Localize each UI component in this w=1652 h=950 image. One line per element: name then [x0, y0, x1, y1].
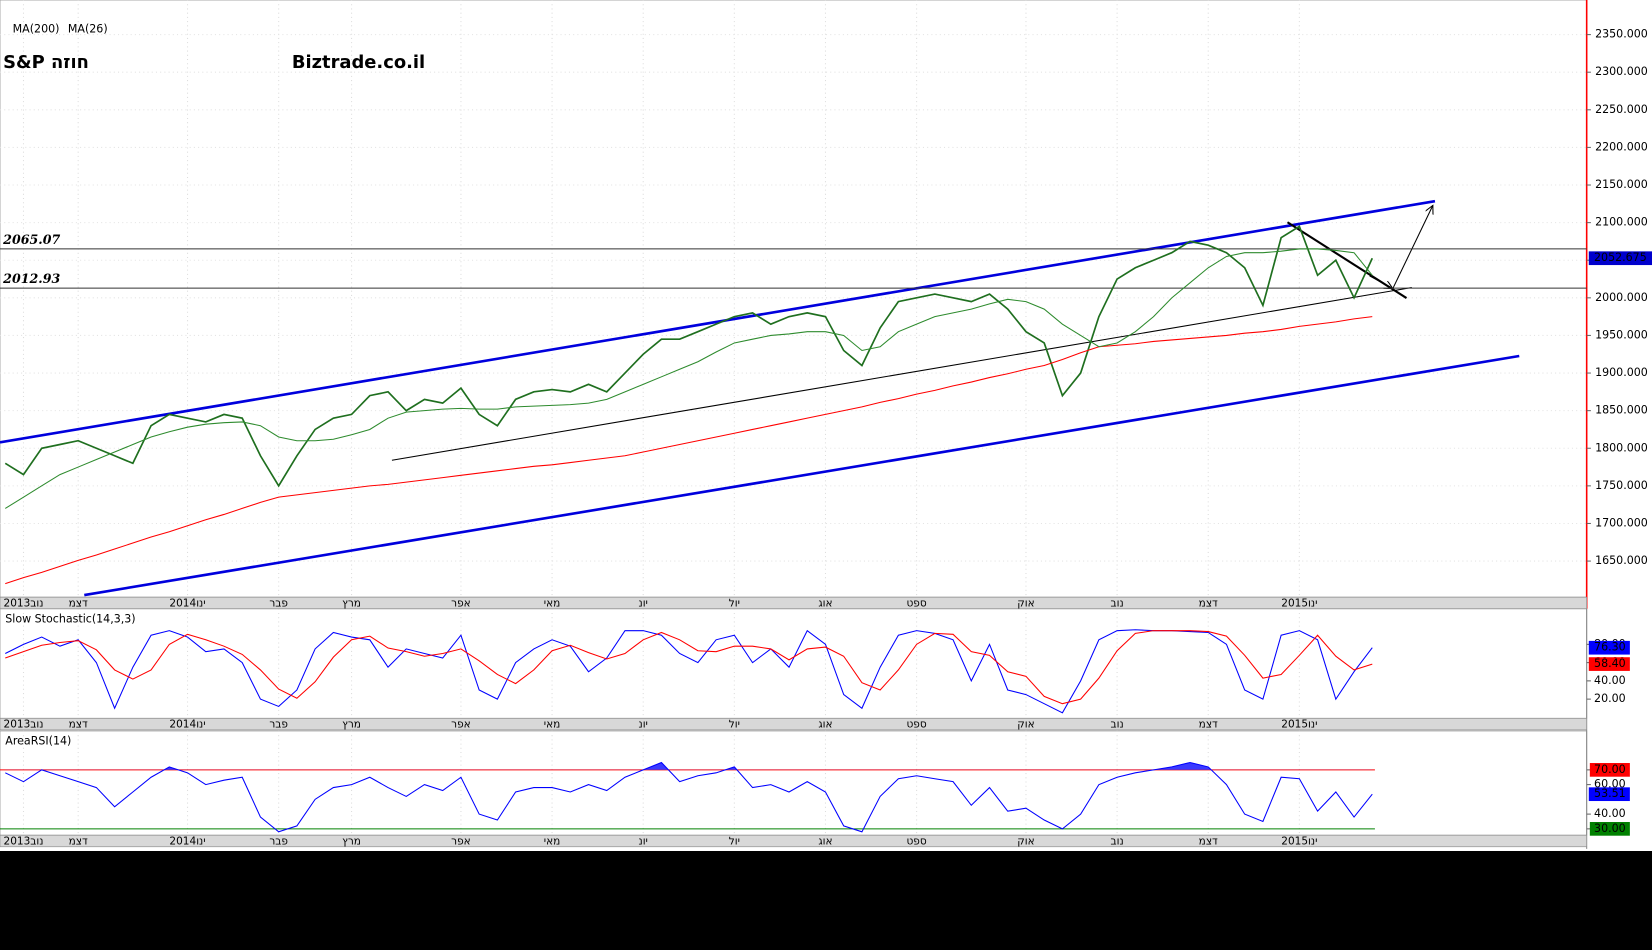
last-value-box [1588, 640, 1630, 655]
y-tick-label: 1750.000 [1595, 479, 1648, 492]
x-tick-label: אפר [451, 836, 471, 848]
series-line [5, 629, 1373, 714]
x-tick-label: פבר [269, 597, 288, 609]
x-tick-label: אפר [451, 719, 471, 731]
x-tick-label: אפר [451, 597, 471, 609]
date-strip [0, 596, 1587, 610]
y-tick-label: 2000.000 [1595, 291, 1648, 304]
x-tick-label: 2013נוב [4, 719, 44, 731]
x-tick-label: אוג [818, 836, 832, 848]
y-tick-label: 70.00 [1594, 763, 1626, 776]
x-tick-label: מרץ [342, 719, 361, 731]
trend-annotations [0, 199, 1520, 597]
y-tick-label: 1700.000 [1595, 516, 1648, 529]
x-tick-label: דצמ [1199, 836, 1218, 848]
y-tick-label: 20.00 [1594, 692, 1626, 705]
x-tick-label: 2013נוב [4, 597, 44, 609]
series-line [4, 225, 1374, 488]
last-value-label: 58.40 [1594, 657, 1626, 670]
last-value-label: 53.51 [1594, 787, 1626, 800]
x-tick-label: נוב [1111, 597, 1124, 609]
x-tick-label: 2015ינו [1281, 836, 1317, 848]
y-tick-label: 1800.000 [1595, 441, 1648, 454]
x-tick-label: 2014ינו [169, 597, 205, 609]
y-tick-label: 1900.000 [1595, 366, 1648, 379]
x-tick-label: נוב [1111, 719, 1124, 731]
x-tick-label: דצמ [69, 719, 88, 731]
watermark: Biztrade.co.il [292, 52, 425, 73]
arrow-down [1369, 275, 1393, 289]
x-tick-label: 2014ינו [169, 836, 205, 848]
x-tick-label: מאי [544, 719, 561, 731]
x-tick-label: דצמ [69, 597, 88, 609]
x-tick-label: 2015ינו [1281, 719, 1317, 731]
x-tick-label: ספט [906, 597, 926, 609]
y-tick-label: 2150.000 [1595, 178, 1648, 191]
y-tick-label: 2200.000 [1595, 140, 1648, 153]
y-tick-label: 40.00 [1594, 674, 1626, 687]
x-tick-label: ספט [906, 719, 926, 731]
level-label: 2065.07 [2, 232, 60, 247]
x-tick-label: אוק [1017, 719, 1034, 731]
x-tick-label: מאי [544, 836, 561, 848]
y-tick-label: 2350.000 [1595, 28, 1648, 41]
y-tick-label: 1650.000 [1595, 554, 1648, 567]
support-line [391, 287, 1412, 461]
x-tick-label: נוב [1111, 836, 1124, 848]
series-line [4, 248, 1373, 509]
series-line [5, 761, 1373, 833]
x-tick-label: ספט [906, 836, 926, 848]
level-label: 2012.93 [2, 271, 60, 286]
last-value-box [1588, 657, 1630, 671]
x-tick-label: יול [729, 836, 740, 848]
last-value-box [1588, 787, 1630, 802]
channel-lower [84, 354, 1520, 597]
x-tick-label: מרץ [342, 597, 361, 609]
x-tick-label: יול [729, 719, 740, 731]
chart-title: S&P חוזה [3, 52, 89, 73]
y-tick-label: 40.00 [1594, 807, 1626, 820]
tick-box [1589, 822, 1630, 836]
date-strip [0, 717, 1587, 731]
tick-box [1589, 763, 1630, 777]
arrow-up [1392, 205, 1433, 289]
x-tick-label: 2015ינו [1281, 597, 1317, 609]
x-tick-label: 2014ינו [169, 719, 205, 731]
x-tick-label: פבר [269, 836, 288, 848]
x-tick-label: פבר [269, 719, 288, 731]
x-tick-label: מרץ [342, 836, 361, 848]
y-tick-label: 2100.000 [1595, 216, 1648, 229]
x-tick-label: אוק [1017, 836, 1034, 848]
y-tick-label: 2300.000 [1595, 65, 1648, 78]
y-tick-label: 30.00 [1594, 822, 1626, 835]
x-tick-label: מאי [544, 597, 561, 609]
y-tick-label: 1950.000 [1595, 328, 1648, 341]
x-tick-label: דצמ [1199, 719, 1218, 731]
x-tick-label: 2013נוב [4, 836, 44, 848]
panel-title: Slow Stochastic(14,3,3) [5, 612, 135, 625]
legend-entry: MA(26) [68, 22, 108, 35]
series-line [5, 630, 1373, 705]
x-tick-label: אוג [818, 719, 832, 731]
y-tick-label: 1850.000 [1595, 404, 1648, 417]
x-tick-label: יונ [638, 597, 647, 609]
x-tick-label: דצמ [69, 836, 88, 848]
x-tick-label: אוג [818, 597, 832, 609]
last-value-label: 76.30 [1594, 641, 1626, 654]
x-tick-label: דצמ [1199, 597, 1218, 609]
x-tick-label: אוק [1017, 597, 1034, 609]
x-tick-label: יונ [638, 836, 647, 848]
channel-upper [0, 199, 1436, 444]
last-value-label: 2052.675 [1594, 251, 1647, 264]
y-tick-label: 2250.000 [1595, 103, 1648, 116]
legend-entry: MA(200) [13, 22, 60, 35]
x-tick-label: יונ [638, 719, 647, 731]
panel-title: AreaRSI(14) [5, 734, 71, 747]
x-tick-label: יול [729, 597, 740, 609]
date-strip [0, 834, 1587, 848]
series-line [5, 316, 1373, 585]
last-value-box [1588, 251, 1652, 266]
